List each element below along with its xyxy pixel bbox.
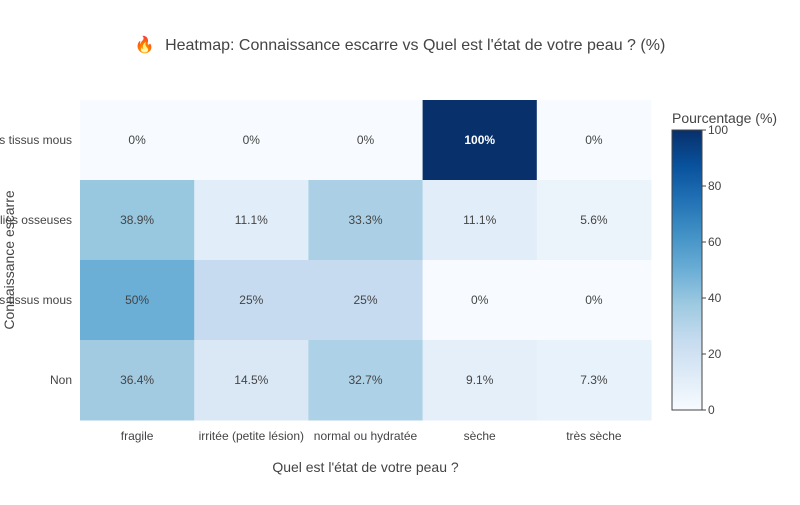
y-tick-label: Lésion des tissus mous — [0, 293, 72, 307]
x-tick-label: irritée (petite lésion) — [199, 429, 304, 443]
colorbar-title: Pourcentage (%) — [672, 110, 777, 126]
heatmap-cell-label: 9.1% — [466, 373, 494, 387]
heatmap-cell-label: 0% — [585, 133, 603, 147]
heatmap-cell — [308, 100, 424, 181]
heatmap-cell-label: 5.6% — [580, 213, 608, 227]
heatmap-cell-labels: 0% 0% 0% 100% 0% 38.9% 11.1% 33.3% 11.1% 5.6% 50% 2… — [120, 133, 608, 387]
heatmap-cell — [80, 340, 195, 421]
heatmap-cell — [194, 260, 309, 341]
heatmap-cell-label: 0% — [128, 133, 146, 147]
x-axis-ticks: fragile irritée (petite lésion) normal ou … — [121, 429, 622, 443]
colorbar — [671, 129, 703, 411]
heatmap-cell-label: 14.5% — [234, 373, 268, 387]
heatmap-cell-label: 11.1% — [463, 213, 496, 227]
heatmap-cell — [80, 180, 195, 261]
chart-title: 🔥 Heatmap: Connaissance escarre vs Quel … — [135, 35, 666, 54]
colorbar-tick-label: 100 — [708, 123, 728, 137]
y-axis-ticks: Lésion des tissus mous Lésion des saillie… — [0, 133, 72, 387]
heatmap-cell — [308, 260, 424, 341]
heatmap-cell — [422, 260, 538, 341]
colorbar-tick-label: 20 — [708, 347, 722, 361]
heatmap-cell-label: 100% — [464, 133, 495, 147]
colorbar-tick-label: 0 — [708, 403, 715, 417]
heatmap-cell — [194, 100, 309, 181]
colorbar-tick-label: 80 — [708, 179, 722, 193]
y-axis-label: Connaissance escarre — [1, 190, 17, 330]
heatmap-cell — [308, 340, 424, 421]
heatmap-cell-label: 25% — [353, 293, 377, 307]
x-axis-label: Quel est l'état de votre peau ? — [272, 459, 459, 475]
x-tick-label: sèche — [464, 429, 496, 443]
y-tick-label: Non — [50, 373, 72, 387]
heatmap-cell-label: 0% — [243, 133, 261, 147]
heatmap-cell-label: 0% — [357, 133, 375, 147]
heatmap-cell-label: 25% — [239, 293, 263, 307]
y-tick-label: Lésion des saillies osseuses — [0, 213, 72, 227]
heatmap-cell-label: 0% — [471, 293, 489, 307]
heatmap-cell — [194, 340, 309, 421]
heatmap-cell — [308, 180, 424, 261]
heatmap-cell — [422, 180, 538, 261]
heatmap-cell-label: 32.7% — [348, 373, 382, 387]
heatmap-cell — [422, 340, 538, 421]
colorbar-ticks: 0 20 40 60 80 100 — [702, 123, 728, 417]
heatmap-cell — [80, 100, 195, 181]
colorbar-tick-label: 60 — [708, 235, 722, 249]
heatmap-cell — [536, 260, 652, 341]
heatmap-cell — [194, 180, 309, 261]
heatmap-cell — [80, 260, 195, 341]
x-tick-label: normal ou hydratée — [314, 429, 418, 443]
colorbar-tick-label: 40 — [708, 291, 722, 305]
heatmap-cell — [536, 340, 652, 421]
fire-icon: 🔥 — [135, 35, 155, 54]
heatmap-cell — [422, 100, 538, 181]
x-tick-label: fragile — [121, 429, 154, 443]
chart-title-text: Heatmap: Connaissance escarre vs Quel es… — [165, 37, 665, 54]
heatmap-cell-label: 0% — [585, 293, 603, 307]
y-tick-label: Lésion des tissus mous — [0, 133, 72, 147]
heatmap-cell-label: 11.1% — [235, 213, 268, 227]
x-tick-label: très sèche — [566, 429, 622, 443]
heatmap-cell-label: 50% — [125, 293, 149, 307]
heatmap-cell-label: 7.3% — [580, 373, 608, 387]
heatmap-cell-label: 33.3% — [348, 213, 382, 227]
heatmap-cell — [536, 180, 652, 261]
heatmap-cell-label: 36.4% — [120, 373, 154, 387]
heatmap-cell — [536, 100, 652, 181]
heatmap-cells — [80, 100, 652, 421]
heatmap-cell-label: 38.9% — [120, 213, 154, 227]
